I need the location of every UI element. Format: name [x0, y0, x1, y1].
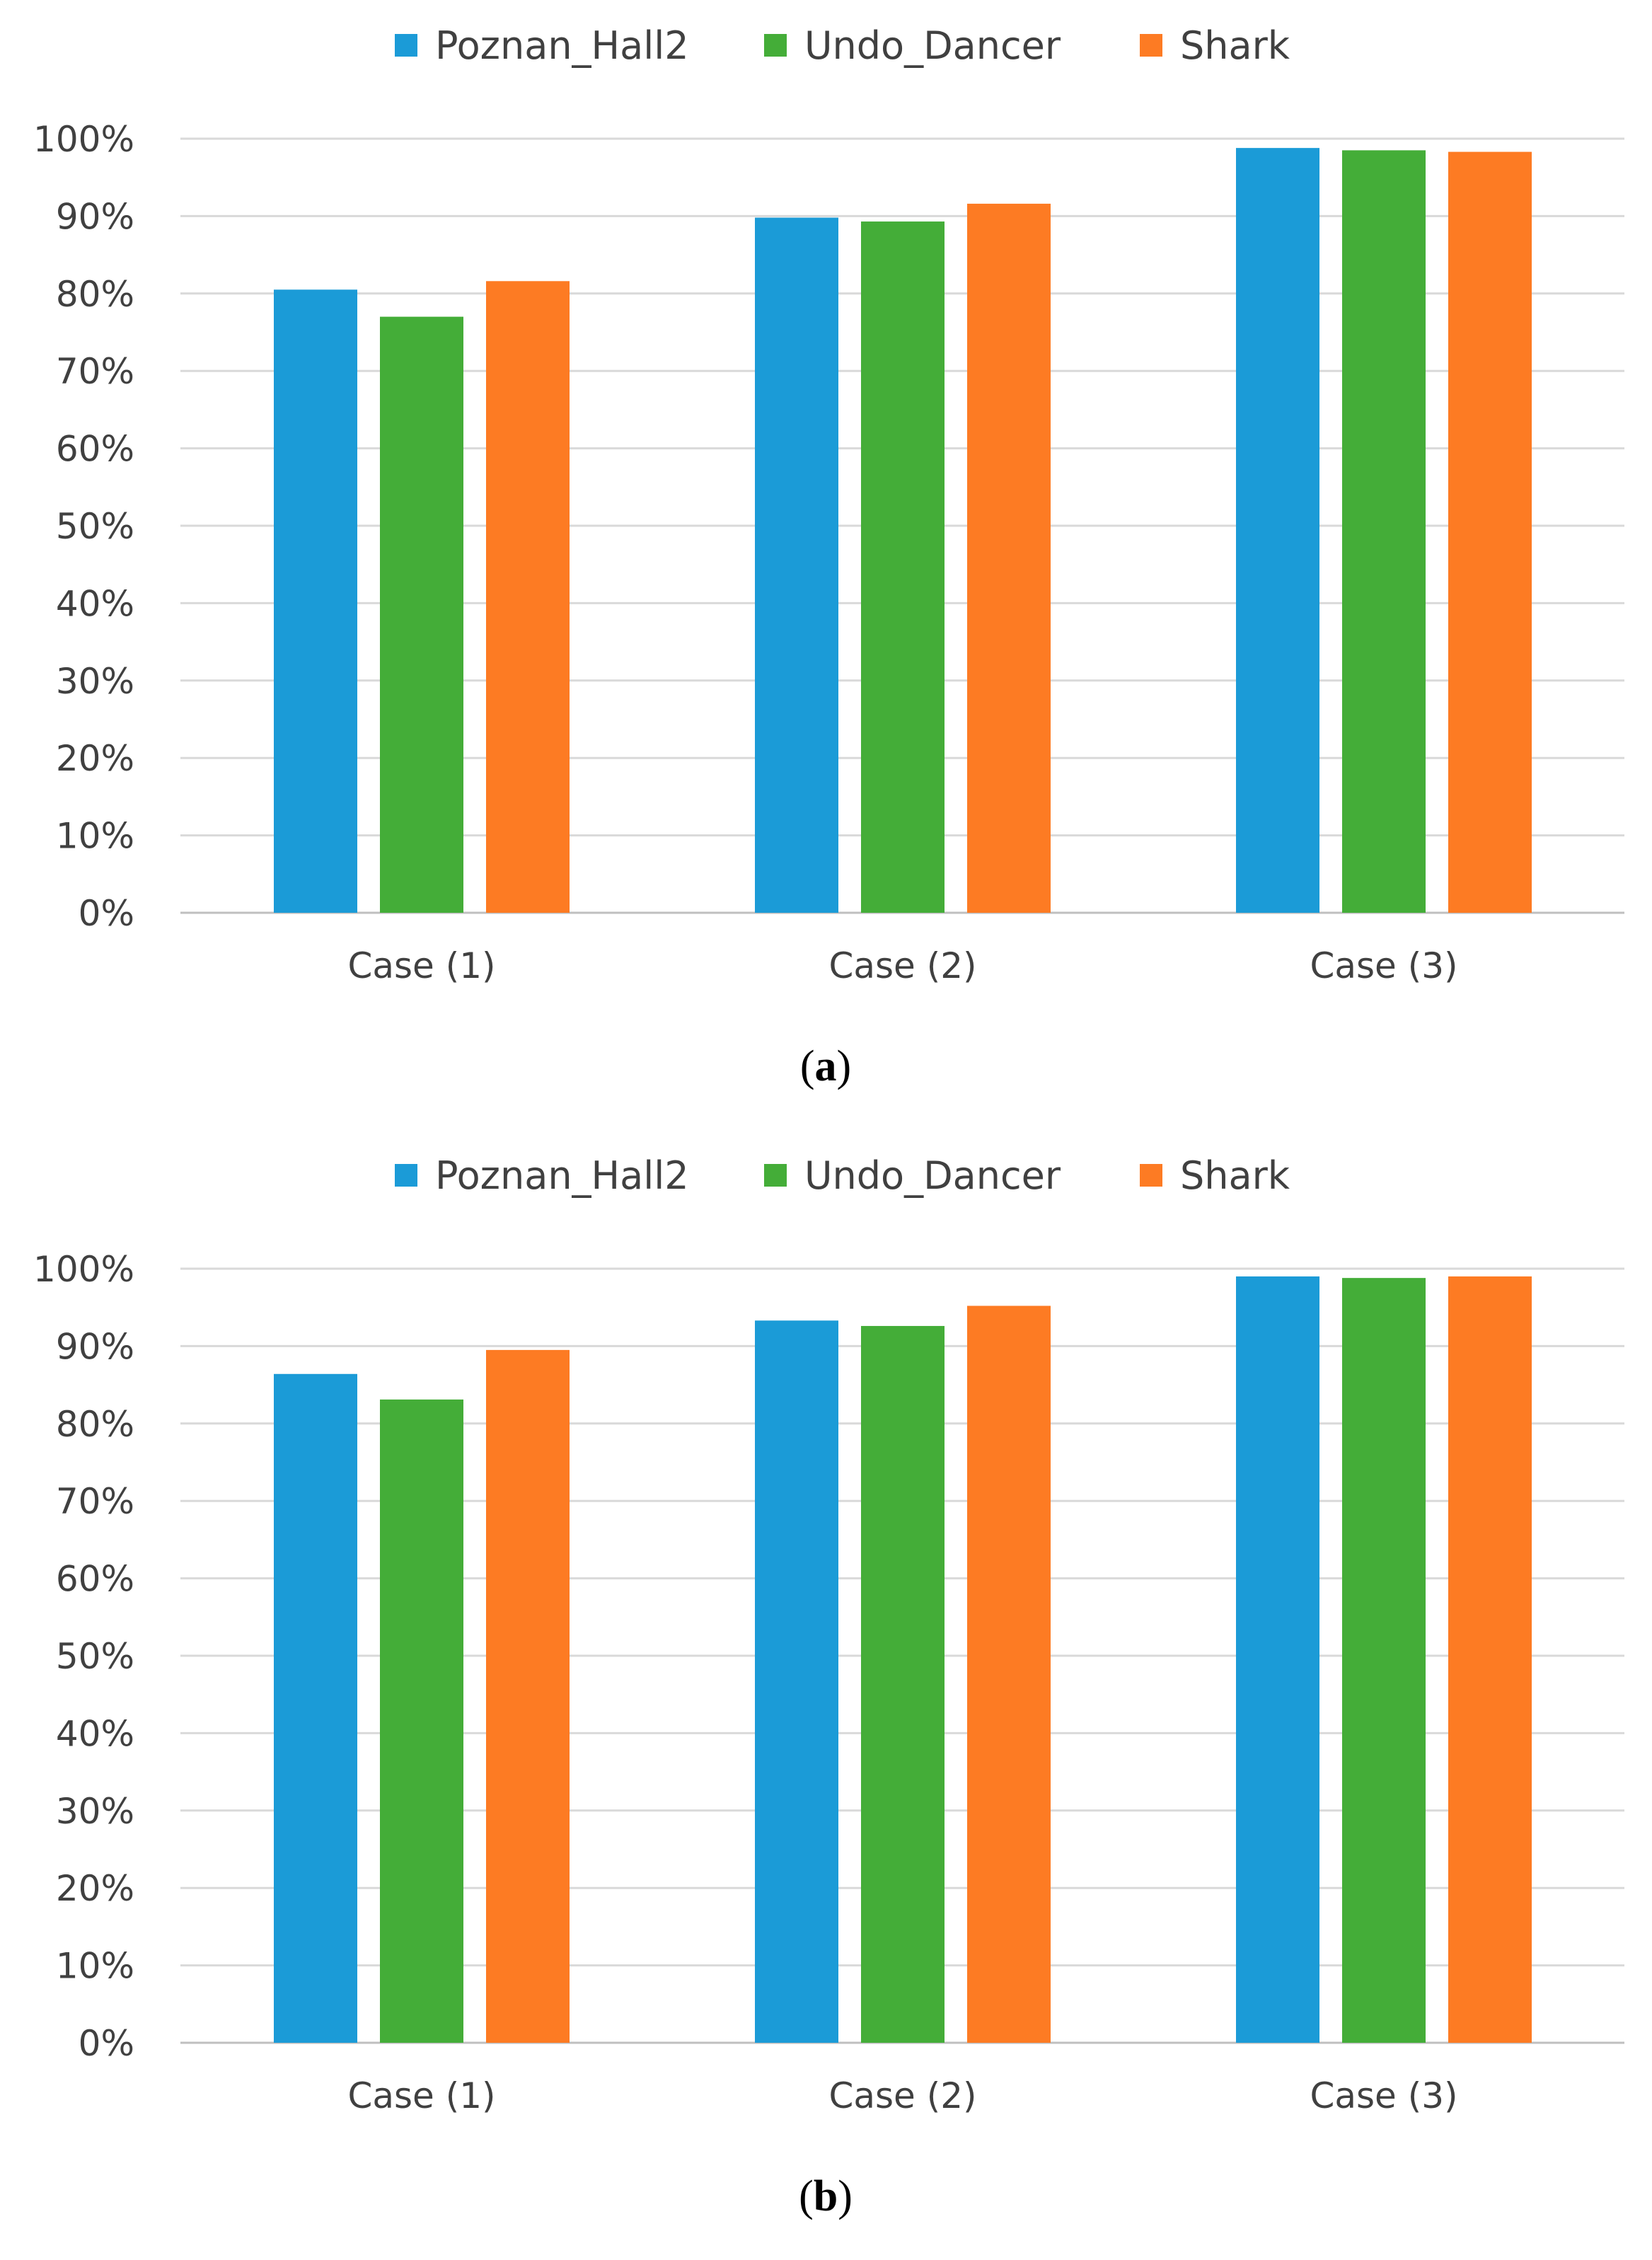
legend-label: Undo_Dancer: [804, 23, 1061, 68]
x-category-label: Case (3): [1310, 2075, 1457, 2116]
bar-shark-1: [486, 281, 570, 913]
x-category-label: Case (1): [347, 945, 495, 986]
legend-swatch: [1140, 34, 1162, 57]
legend-label: Poznan_Hall2: [435, 1153, 689, 1198]
bar-poznan-hall2-1: [274, 1373, 357, 2043]
legend-label: Poznan_Hall2: [435, 23, 689, 68]
caption-letter: b: [814, 2172, 838, 2220]
legend-swatch: [395, 34, 417, 57]
legend-label: Shark: [1180, 23, 1290, 68]
caption-open-paren: (: [800, 1042, 815, 1090]
x-category-label: Case (2): [828, 2075, 976, 2116]
caption-open-paren: (: [799, 2172, 814, 2220]
figure-caption: (a): [800, 1042, 851, 1090]
bar-undo-dancer-2: [861, 221, 945, 913]
y-tick-label: 100%: [33, 119, 134, 160]
x-category-label: Case (3): [1310, 945, 1457, 986]
bar-poznan-hall2-1: [274, 289, 357, 913]
caption-close-paren: ): [838, 2172, 853, 2220]
legend-swatch: [764, 34, 787, 57]
y-tick-label: 70%: [56, 351, 134, 392]
y-tick-label: 60%: [56, 429, 134, 470]
y-tick-label: 0%: [79, 2023, 134, 2064]
legend-label: Undo_Dancer: [804, 1153, 1061, 1198]
x-category-label: Case (2): [828, 945, 976, 986]
bar-chart-a: 0% 10% 20% 30% 40% 50% 60% 70% 80% 90% 100% Case (1…: [33, 23, 1624, 1090]
y-tick-label: 60%: [56, 1559, 134, 1600]
y-tick-label: 10%: [56, 816, 134, 857]
y-tick-label: 90%: [56, 1326, 134, 1367]
legend-swatch: [764, 1164, 787, 1187]
y-tick-label: 20%: [56, 738, 134, 779]
y-tick-label: 90%: [56, 196, 134, 237]
bar-undo-dancer-2: [861, 1325, 945, 2043]
y-tick-label: 20%: [56, 1868, 134, 1909]
bar-undo-dancer-3: [1342, 1278, 1426, 2043]
y-tick-label: 0%: [79, 893, 134, 934]
bar-undo-dancer-1: [380, 316, 463, 913]
y-tick-label: 80%: [56, 274, 134, 315]
bar-shark-3: [1448, 151, 1532, 913]
y-tick-label: 40%: [56, 1713, 134, 1754]
bar-shark-2: [967, 203, 1051, 913]
chart-panel-b: 0% 10% 20% 30% 40% 50% 60% 70% 80% 90% 100% Case (1…: [0, 1130, 1652, 2260]
legend-label: Shark: [1180, 1153, 1290, 1198]
y-tick-label: 30%: [56, 1791, 134, 1832]
bar-shark-3: [1448, 1276, 1532, 2043]
legend-swatch: [1140, 1164, 1162, 1187]
y-tick-label: 70%: [56, 1481, 134, 1522]
y-tick-label: 50%: [56, 1636, 134, 1677]
x-category-label: Case (1): [347, 2075, 495, 2116]
y-tick-label: 100%: [33, 1249, 134, 1290]
caption-letter: a: [815, 1042, 837, 1090]
y-tick-label: 10%: [56, 1946, 134, 1987]
bar-poznan-hall2-3: [1236, 148, 1319, 913]
bar-poznan-hall2-2: [755, 1320, 838, 2043]
bar-poznan-hall2-3: [1236, 1276, 1319, 2043]
caption-close-paren: ): [837, 1042, 852, 1090]
figure-caption: (b): [799, 2172, 853, 2220]
bar-undo-dancer-1: [380, 1399, 463, 2043]
bar-shark-2: [967, 1305, 1051, 2043]
bar-chart-b: 0% 10% 20% 30% 40% 50% 60% 70% 80% 90% 100% Case (1…: [33, 1153, 1624, 2220]
chart-panel-a: 0% 10% 20% 30% 40% 50% 60% 70% 80% 90% 100% Case (1…: [33, 23, 1624, 1090]
y-tick-label: 30%: [56, 661, 134, 702]
y-tick-label: 50%: [56, 506, 134, 547]
bar-shark-1: [486, 1349, 570, 2043]
bar-poznan-hall2-2: [755, 217, 838, 913]
legend-swatch: [395, 1164, 417, 1187]
y-tick-label: 80%: [56, 1404, 134, 1445]
bar-undo-dancer-3: [1342, 150, 1426, 913]
y-tick-label: 40%: [56, 583, 134, 624]
